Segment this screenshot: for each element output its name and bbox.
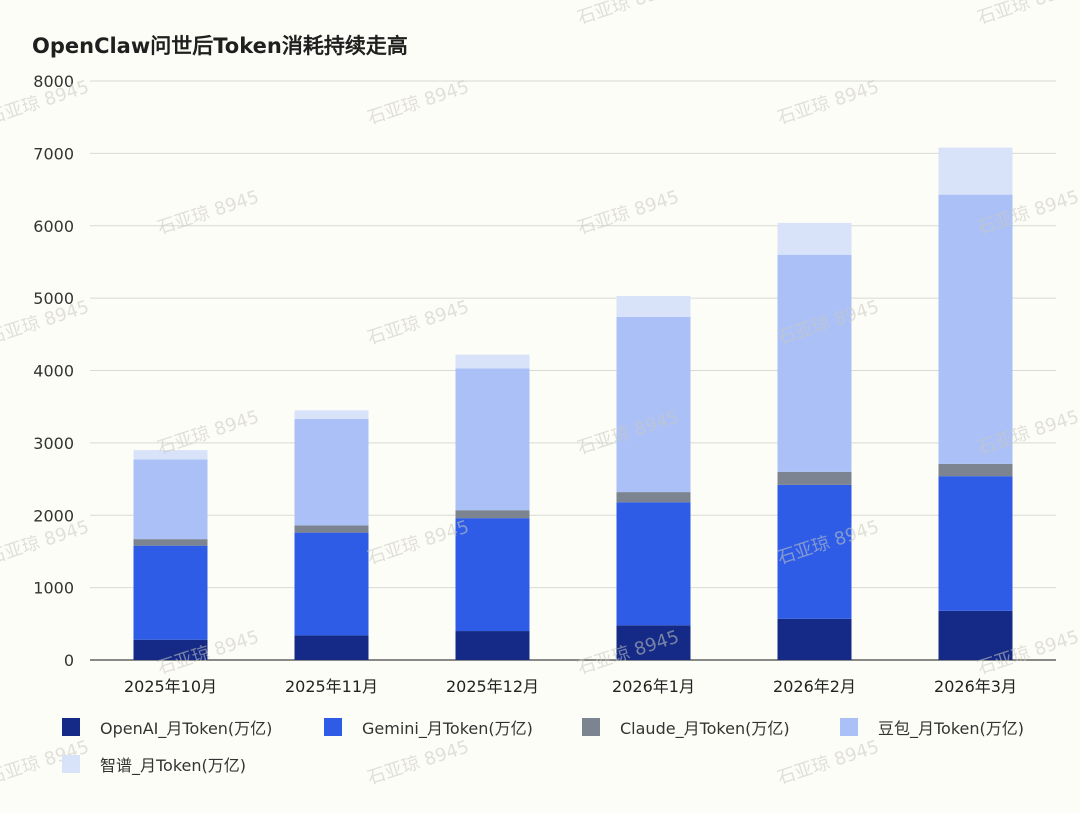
bar-segment-4-4 — [616, 316, 691, 493]
bar-segment-4-6 — [938, 194, 1013, 464]
bar-segment-2-1 — [133, 545, 208, 640]
watermark-text: 石亚琼 8945 — [775, 736, 882, 789]
bar-series — [133, 147, 1013, 660]
grid-lines — [90, 80, 1056, 661]
bar-segment-5-6 — [938, 147, 1013, 195]
bar-segment-4-3 — [455, 368, 530, 511]
bar-segment-5-4 — [616, 295, 691, 317]
y-tick-label: 8000 — [33, 72, 74, 91]
watermark-text: 石亚琼 8945 — [575, 186, 682, 239]
bar-segment-3-3 — [455, 510, 530, 519]
bar-segment-1-1 — [133, 639, 208, 660]
legend-item-3: Claude_月Token(万亿) — [582, 716, 790, 738]
watermark-text: 石亚琼 8945 — [155, 406, 262, 459]
watermark-layer: 石亚琼 8945 石亚琼 8945 石亚琼 8945 石亚琼 8945 石亚琼 8945… — [0, 0, 1080, 789]
bar-segment-3-6 — [938, 463, 1013, 477]
bar-segment-4-1 — [133, 459, 208, 540]
watermark-text: 石亚琼 8945 — [575, 0, 682, 29]
legend-swatch — [324, 718, 342, 736]
legend-swatch — [840, 718, 858, 736]
legend-label: 智谱_月Token(万亿) — [100, 756, 247, 775]
bar-segment-3-2 — [294, 525, 369, 533]
bar-segment-1-4 — [616, 625, 691, 660]
bar-segment-2-5 — [777, 484, 852, 619]
bar-segment-1-3 — [455, 631, 530, 660]
x-tick-label: 2026年3月 — [934, 677, 1017, 696]
y-tick-label: 5000 — [33, 289, 74, 308]
watermark-text: 石亚琼 8945 — [975, 0, 1080, 29]
watermark-text: 石亚琼 8945 — [365, 296, 472, 349]
watermark-text: 石亚琼 8945 — [155, 186, 262, 239]
legend-label: Claude_月Token(万亿) — [620, 719, 790, 738]
bar-segment-1-2 — [294, 635, 369, 660]
y-tick-label: 3000 — [33, 434, 74, 453]
legend-item-5: 智谱_月Token(万亿) — [62, 753, 246, 775]
bar-segment-2-6 — [938, 476, 1013, 611]
bar-segment-3-4 — [616, 492, 691, 503]
bar-segment-2-3 — [455, 518, 530, 632]
x-tick-label: 2025年10月 — [124, 677, 217, 696]
legend-item-4: 豆包_月Token(万亿) — [840, 716, 1024, 738]
bar-segment-2-2 — [294, 532, 369, 636]
watermark-text: 石亚琼 8945 — [775, 76, 882, 129]
x-tick-label: 2026年1月 — [612, 677, 695, 696]
bar-segment-3-1 — [133, 539, 208, 546]
bar-segment-4-2 — [294, 418, 369, 526]
y-tick-label: 6000 — [33, 217, 74, 236]
legend-item-1: OpenAI_月Token(万亿) — [62, 716, 272, 738]
x-tick-label: 2026年2月 — [773, 677, 856, 696]
y-tick-label: 0 — [64, 651, 74, 670]
chart-title: OpenClaw问世后Token消耗持续走高 — [32, 34, 408, 58]
legend-swatch — [62, 755, 80, 773]
bar-segment-4-5 — [777, 254, 852, 472]
y-tick-label: 2000 — [33, 506, 74, 525]
y-tick-label: 1000 — [33, 579, 74, 598]
legend-label: 豆包_月Token(万亿) — [878, 719, 1025, 738]
bar-segment-5-1 — [133, 450, 208, 460]
bar-segment-5-3 — [455, 354, 530, 369]
bar-segment-3-5 — [777, 471, 852, 485]
legend-item-2: Gemini_月Token(万亿) — [324, 716, 533, 738]
y-tick-label: 7000 — [33, 144, 74, 163]
legend-swatch — [582, 718, 600, 736]
watermark-text: 石亚琼 8945 — [365, 736, 472, 789]
legend-label: Gemini_月Token(万亿) — [362, 719, 533, 738]
x-tick-label: 2025年12月 — [446, 677, 539, 696]
bar-segment-5-2 — [294, 410, 369, 419]
bar-segment-1-5 — [777, 618, 852, 660]
y-tick-label: 4000 — [33, 362, 74, 381]
y-axis-ticks: 0 1000 2000 3000 4000 5000 6000 7000 8000 — [33, 72, 74, 670]
x-axis-ticks: 2025年10月 2025年11月 2025年12月 2026年1月 2026年2月 20… — [124, 677, 1017, 696]
bar-segment-2-4 — [616, 502, 691, 626]
x-tick-label: 2025年11月 — [285, 677, 378, 696]
bar-segment-5-5 — [777, 222, 852, 255]
bar-segment-1-6 — [938, 610, 1013, 660]
legend-label: OpenAI_月Token(万亿) — [100, 719, 273, 738]
watermark-text: 石亚琼 8945 — [365, 76, 472, 129]
legend-swatch — [62, 718, 80, 736]
